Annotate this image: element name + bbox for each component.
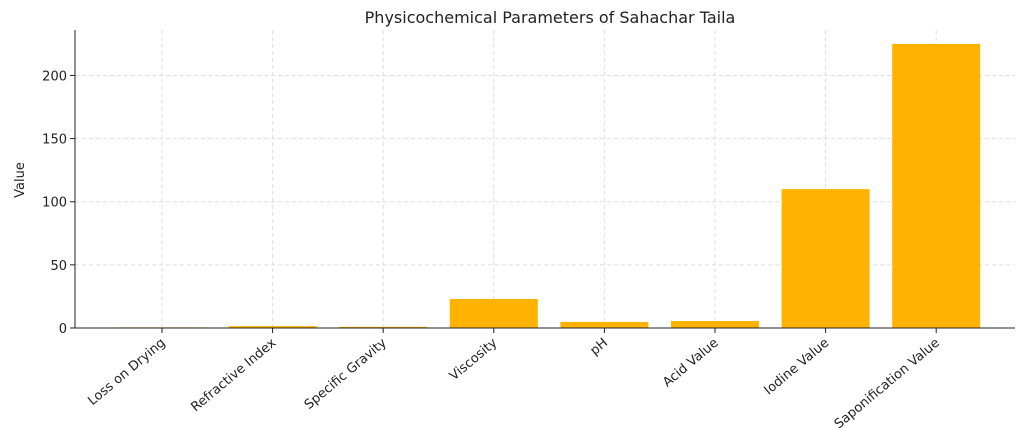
x-tick-label: pH	[588, 336, 611, 359]
bar	[228, 326, 317, 328]
y-axis-label: Value	[13, 162, 28, 198]
x-tick-label: Acid Value	[660, 336, 721, 391]
bar	[781, 189, 870, 328]
x-tick-label: Viscosity	[447, 335, 501, 383]
y-tick-label: 150	[42, 133, 67, 148]
x-tick-label: Iodine Value	[761, 336, 832, 399]
bar	[560, 321, 649, 328]
y-tick-label: 0	[59, 322, 67, 337]
x-tick-label: Loss on Drying	[85, 336, 168, 409]
y-tick-label: 100	[42, 196, 67, 211]
x-tick-label: Saponification Value	[832, 336, 943, 428]
bar	[892, 43, 981, 328]
y-tick-label: 200	[42, 69, 67, 84]
x-tick-label: Refractive Index	[188, 335, 279, 415]
bar	[339, 326, 428, 328]
y-tick-label: 50	[50, 259, 67, 274]
bar	[449, 298, 538, 328]
x-tick-label: Specific Gravity	[302, 335, 390, 412]
bar	[671, 321, 759, 328]
chart-title: Physicochemical Parameters of Sahachar T…	[365, 8, 736, 27]
